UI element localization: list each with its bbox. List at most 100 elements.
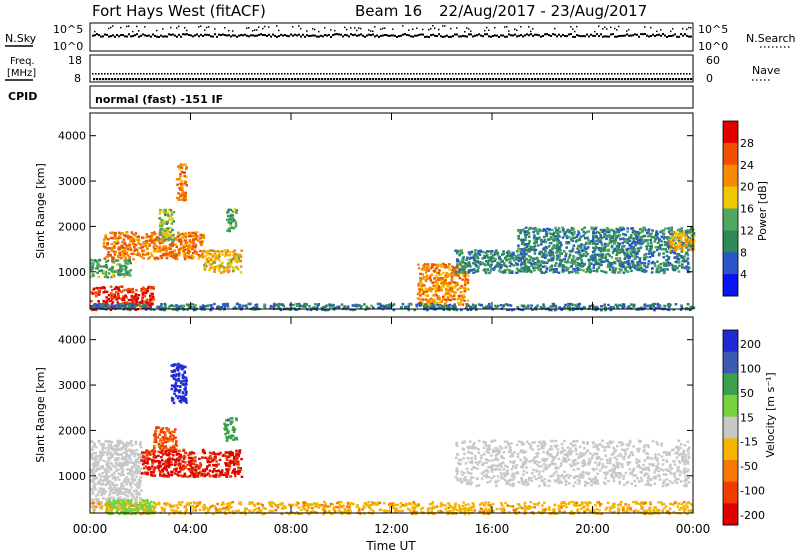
power-cell xyxy=(127,270,131,273)
power-cell xyxy=(284,307,287,310)
power-cell xyxy=(386,306,390,309)
power-cell xyxy=(106,305,109,308)
nsky-tick-high: 10^5 xyxy=(53,23,83,36)
freq-point xyxy=(620,73,622,75)
freq-point xyxy=(524,73,526,75)
power-cell xyxy=(473,255,476,258)
power-cell xyxy=(629,267,632,270)
power-cell xyxy=(418,290,422,293)
velocity-cell xyxy=(137,461,140,464)
power-cell xyxy=(415,305,419,308)
power-cell xyxy=(183,194,187,197)
power-cell xyxy=(491,260,494,263)
power-cell xyxy=(618,257,622,260)
power-cell xyxy=(542,261,545,265)
nave-point xyxy=(201,78,204,81)
power-cell xyxy=(234,221,238,224)
power-cell xyxy=(364,308,367,311)
power-cell xyxy=(147,305,150,309)
power-cell xyxy=(429,302,432,305)
power-cell xyxy=(227,271,230,274)
velocity-cell xyxy=(130,452,133,456)
power-cell xyxy=(517,270,521,273)
power-cell xyxy=(521,256,525,260)
power-cell xyxy=(691,240,694,244)
nsky-point xyxy=(628,28,630,31)
power-cell xyxy=(421,292,425,296)
nsky-point xyxy=(232,34,234,37)
nsky-point xyxy=(528,34,530,37)
nsky-point xyxy=(288,35,290,38)
power-cell xyxy=(530,304,533,307)
power-cell xyxy=(223,270,226,273)
power-cell xyxy=(594,246,598,249)
power-cell xyxy=(135,303,138,306)
power-cell xyxy=(169,226,172,230)
power-cell xyxy=(158,240,161,243)
power-cell xyxy=(555,270,558,274)
power-cell xyxy=(167,214,170,218)
freq-point xyxy=(413,73,415,75)
nsky-point xyxy=(520,34,522,37)
nsky-point xyxy=(530,33,532,36)
power-cell xyxy=(538,264,541,267)
nave-point xyxy=(372,78,375,81)
nsky-point xyxy=(588,35,590,38)
nsky-point xyxy=(384,34,386,36)
velocity-cell xyxy=(108,492,112,496)
freq-point xyxy=(224,73,226,75)
power-cell xyxy=(455,281,459,285)
power-cell xyxy=(189,234,193,238)
velocity-cell xyxy=(121,445,125,449)
power-cell xyxy=(263,303,266,306)
power-cell xyxy=(653,262,656,265)
nsky-point xyxy=(420,33,422,36)
velocity-cell xyxy=(95,499,99,503)
power-cell xyxy=(169,238,172,241)
power-cell xyxy=(459,264,463,267)
power-cell xyxy=(420,268,424,271)
power-cell xyxy=(632,250,635,253)
power-cell xyxy=(515,254,518,258)
nave-point xyxy=(321,78,324,81)
power-cell xyxy=(104,246,108,249)
nsky-point xyxy=(200,33,202,36)
nave-point xyxy=(444,78,447,81)
power-cell xyxy=(461,303,465,306)
power-cell xyxy=(674,232,678,235)
power-cell xyxy=(125,271,129,274)
power-cell xyxy=(197,257,201,260)
power-cell xyxy=(692,235,696,238)
power-cell xyxy=(556,229,559,232)
power-cell xyxy=(141,301,144,304)
power-cell xyxy=(554,251,558,254)
power-cell xyxy=(463,283,467,287)
power-cell xyxy=(175,245,179,249)
power-cell xyxy=(687,262,690,265)
nave-tick-low: 0 xyxy=(706,72,713,85)
power-cell xyxy=(446,275,449,278)
power-cell xyxy=(677,270,681,273)
power-cell xyxy=(618,271,622,274)
nsky-point xyxy=(372,33,374,36)
nsky-point xyxy=(386,34,388,37)
power-cell xyxy=(508,269,511,272)
power-cell xyxy=(638,258,642,262)
power-cell xyxy=(594,227,597,231)
power-cell xyxy=(463,275,467,279)
velocity-cell xyxy=(113,444,116,448)
freq-point xyxy=(596,73,598,75)
power-cell xyxy=(159,249,162,252)
power-cell xyxy=(421,298,425,301)
freq-point xyxy=(488,73,490,75)
power-cell xyxy=(123,303,127,307)
power-cell xyxy=(153,241,156,244)
power-cell xyxy=(637,261,641,264)
nsky-point xyxy=(548,34,550,37)
power-cell xyxy=(114,304,117,307)
power-cell xyxy=(127,298,131,302)
power-cell xyxy=(179,239,183,242)
freq-point xyxy=(623,73,625,75)
power-cell xyxy=(264,307,267,310)
power-cell xyxy=(447,285,451,288)
